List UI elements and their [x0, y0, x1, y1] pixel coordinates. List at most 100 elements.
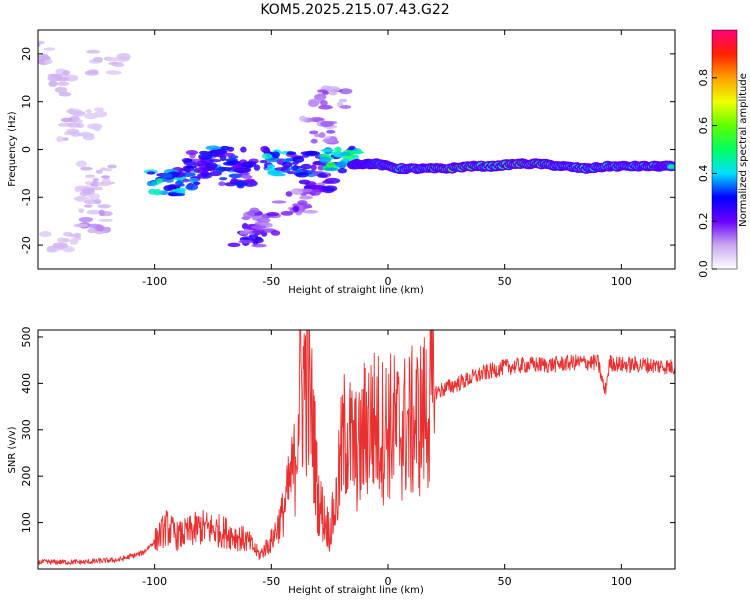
- heatmap-blob: [161, 173, 173, 179]
- heatmap-blob: [95, 169, 103, 174]
- colorbar-tick-label: 0.0: [697, 260, 710, 278]
- heatmap-blob: [182, 178, 190, 183]
- heatmap-blob: [253, 164, 261, 171]
- heatmap-blob: [105, 57, 120, 62]
- heatmap-blob: [68, 233, 80, 238]
- heatmap-x-tick-label: 50: [498, 275, 512, 288]
- heatmap-blob: [271, 200, 287, 204]
- heatmap-blob: [240, 161, 257, 168]
- heatmap-blob: [61, 237, 70, 243]
- heatmap-blob: [78, 208, 85, 213]
- heatmap-blob: [93, 56, 104, 62]
- heatmap-blob: [101, 175, 111, 179]
- heatmap-cluster: [75, 160, 117, 187]
- heatmap-blob: [292, 161, 299, 165]
- heatmap-blob: [93, 107, 105, 112]
- heatmap-blob: [240, 146, 247, 153]
- heatmap-blob: [299, 115, 307, 122]
- heatmap-blob: [219, 177, 228, 181]
- heatmap-blob: [83, 204, 93, 208]
- heatmap-blob: [304, 181, 317, 187]
- heatmap-blob: [94, 198, 102, 205]
- heatmap-blob: [197, 172, 213, 179]
- heatmap-blob: [292, 156, 305, 163]
- heatmap-blob: [303, 209, 318, 214]
- heatmap-blob: [310, 164, 317, 171]
- heatmap-blob: [69, 237, 79, 245]
- heatmap-blob: [38, 42, 39, 46]
- heatmap-blob: [292, 205, 300, 213]
- heatmap-blob: [104, 168, 112, 172]
- heatmap-blob: [84, 70, 99, 76]
- heatmap-blob: [75, 160, 88, 168]
- heatmap-cluster: [261, 149, 304, 177]
- heatmap-blob: [255, 236, 262, 241]
- snr-y-tick-label: 400: [20, 373, 33, 394]
- heatmap-blob: [80, 166, 93, 171]
- heatmap-cluster: [271, 188, 318, 216]
- heatmap-blob: [60, 117, 73, 123]
- heatmap-blob: [82, 188, 96, 195]
- heatmap-blob: [108, 61, 119, 66]
- snr-x-tick-label: -100: [142, 575, 167, 588]
- heatmap-blob: [211, 150, 225, 158]
- heatmap-blob: [215, 167, 225, 173]
- heatmap-blob: [48, 80, 58, 87]
- heatmap-blob: [339, 105, 352, 109]
- snr-y-tick-label: 100: [20, 512, 33, 533]
- heatmap-blob: [192, 181, 201, 185]
- snr-x-axis-label: Height of straight line (km): [288, 585, 424, 596]
- heatmap-blob: [238, 239, 254, 244]
- heatmap-marks: [38, 40, 675, 253]
- heatmap-y-axis-label: Frequency (Hz): [7, 111, 18, 187]
- heatmap-y-tick-label: 0: [20, 146, 33, 153]
- heatmap-blob: [39, 54, 49, 59]
- heatmap-blob: [73, 196, 90, 202]
- snr-x-tick-label: 50: [498, 575, 512, 588]
- colorbar-tick-label: 0.6: [697, 117, 710, 135]
- heatmap-blob: [261, 153, 273, 160]
- heatmap-blob: [320, 99, 328, 107]
- heatmap-blob: [241, 174, 253, 179]
- heatmap-blob: [300, 192, 307, 196]
- heatmap-blob: [86, 209, 101, 215]
- heatmap-blob: [251, 243, 267, 248]
- heatmap-blob: [322, 185, 338, 192]
- snr-x-tick-label: 0: [385, 575, 392, 588]
- heatmap-blob: [220, 145, 230, 151]
- heatmap-blob: [46, 248, 59, 253]
- heatmap-blob: [208, 159, 222, 163]
- heatmap-blob: [83, 112, 99, 120]
- heatmap-y-ticks: -20 -10 0 10 20: [20, 47, 675, 254]
- heatmap-blob: [55, 76, 69, 82]
- heatmap-blob: [266, 164, 275, 169]
- heatmap-blob: [83, 199, 98, 205]
- heatmap-blob: [307, 151, 321, 156]
- heatmap-ridge-core: [668, 165, 674, 169]
- heatmap-blob: [56, 136, 64, 143]
- colorbar-label: Normalized spectral amplitude: [738, 73, 749, 227]
- heatmap-blob: [252, 228, 265, 235]
- heatmap-blob: [249, 207, 260, 214]
- colorbar-gradient: [711, 29, 738, 270]
- heatmap-blob: [259, 160, 268, 164]
- heatmap-blob: [334, 146, 342, 153]
- heatmap-cluster: [38, 40, 56, 65]
- heatmap-x-tick-label: 100: [611, 275, 632, 288]
- heatmap-y-tick-label: 20: [20, 47, 33, 61]
- heatmap-y-tick-label: -20: [20, 236, 33, 254]
- heatmap-blob: [155, 178, 164, 184]
- heatmap-blob: [338, 98, 348, 103]
- snr-y-tick-label: 500: [20, 326, 33, 347]
- heatmap-blob: [318, 156, 332, 164]
- heatmap-blob: [85, 181, 93, 186]
- heatmap-cluster: [318, 145, 365, 174]
- heatmap-blob: [175, 180, 184, 186]
- snr-x-tick-label: 100: [611, 575, 632, 588]
- heatmap-blob: [205, 145, 221, 151]
- heatmap-blob: [328, 91, 337, 96]
- heatmap-blob: [85, 109, 92, 114]
- heatmap-cluster: [66, 107, 108, 132]
